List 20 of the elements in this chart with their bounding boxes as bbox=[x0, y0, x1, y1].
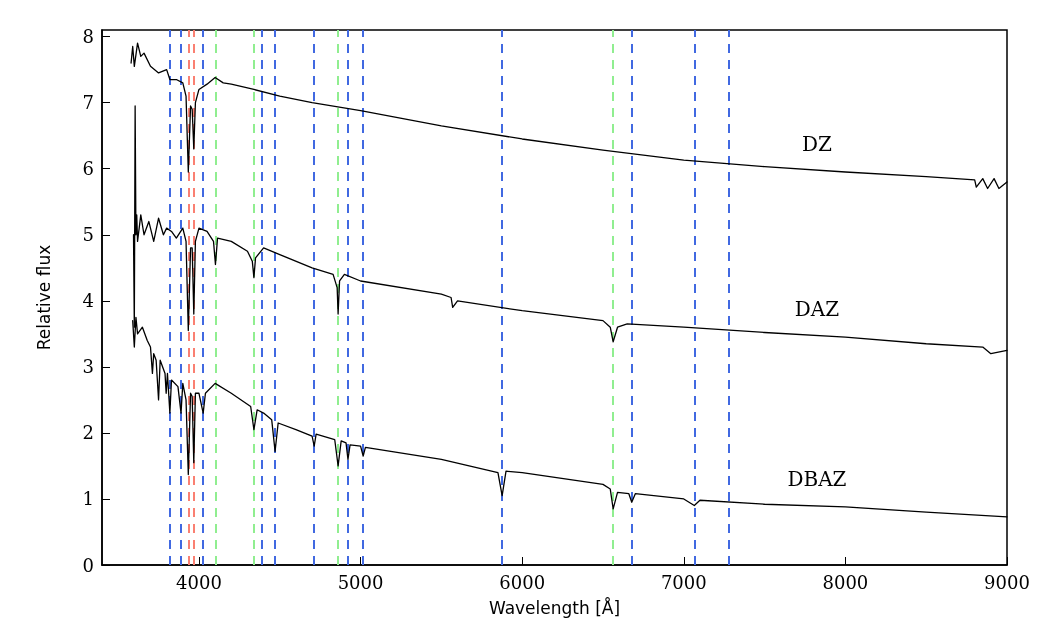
y-tick-label: 8 bbox=[82, 26, 94, 48]
y-tick-label: 2 bbox=[82, 422, 94, 444]
y-axis-title: Relative flux bbox=[33, 244, 54, 351]
annotation: DZ bbox=[801, 132, 833, 157]
x-axis-title: Wavelength [Å] bbox=[488, 596, 621, 618]
y-tick-label: 4 bbox=[82, 290, 94, 312]
annotation: DAZ bbox=[794, 297, 840, 322]
annotation: DBAZ bbox=[787, 466, 847, 491]
y-tick-label: 7 bbox=[82, 92, 94, 114]
y-tick-label: 1 bbox=[82, 488, 94, 510]
x-tick-label: 5000 bbox=[337, 571, 384, 593]
y-tick-label: 5 bbox=[82, 224, 94, 246]
x-tick-label: 4000 bbox=[176, 571, 222, 593]
x-tick-label: 6000 bbox=[499, 571, 546, 593]
x-tick-label: 8000 bbox=[822, 571, 869, 593]
y-tick-label: 0 bbox=[82, 554, 94, 576]
x-tick-label: 9000 bbox=[984, 571, 1030, 593]
y-tick-label: 3 bbox=[82, 356, 94, 378]
y-tick-label: 6 bbox=[82, 158, 94, 180]
x-tick-label: 7000 bbox=[660, 571, 707, 593]
